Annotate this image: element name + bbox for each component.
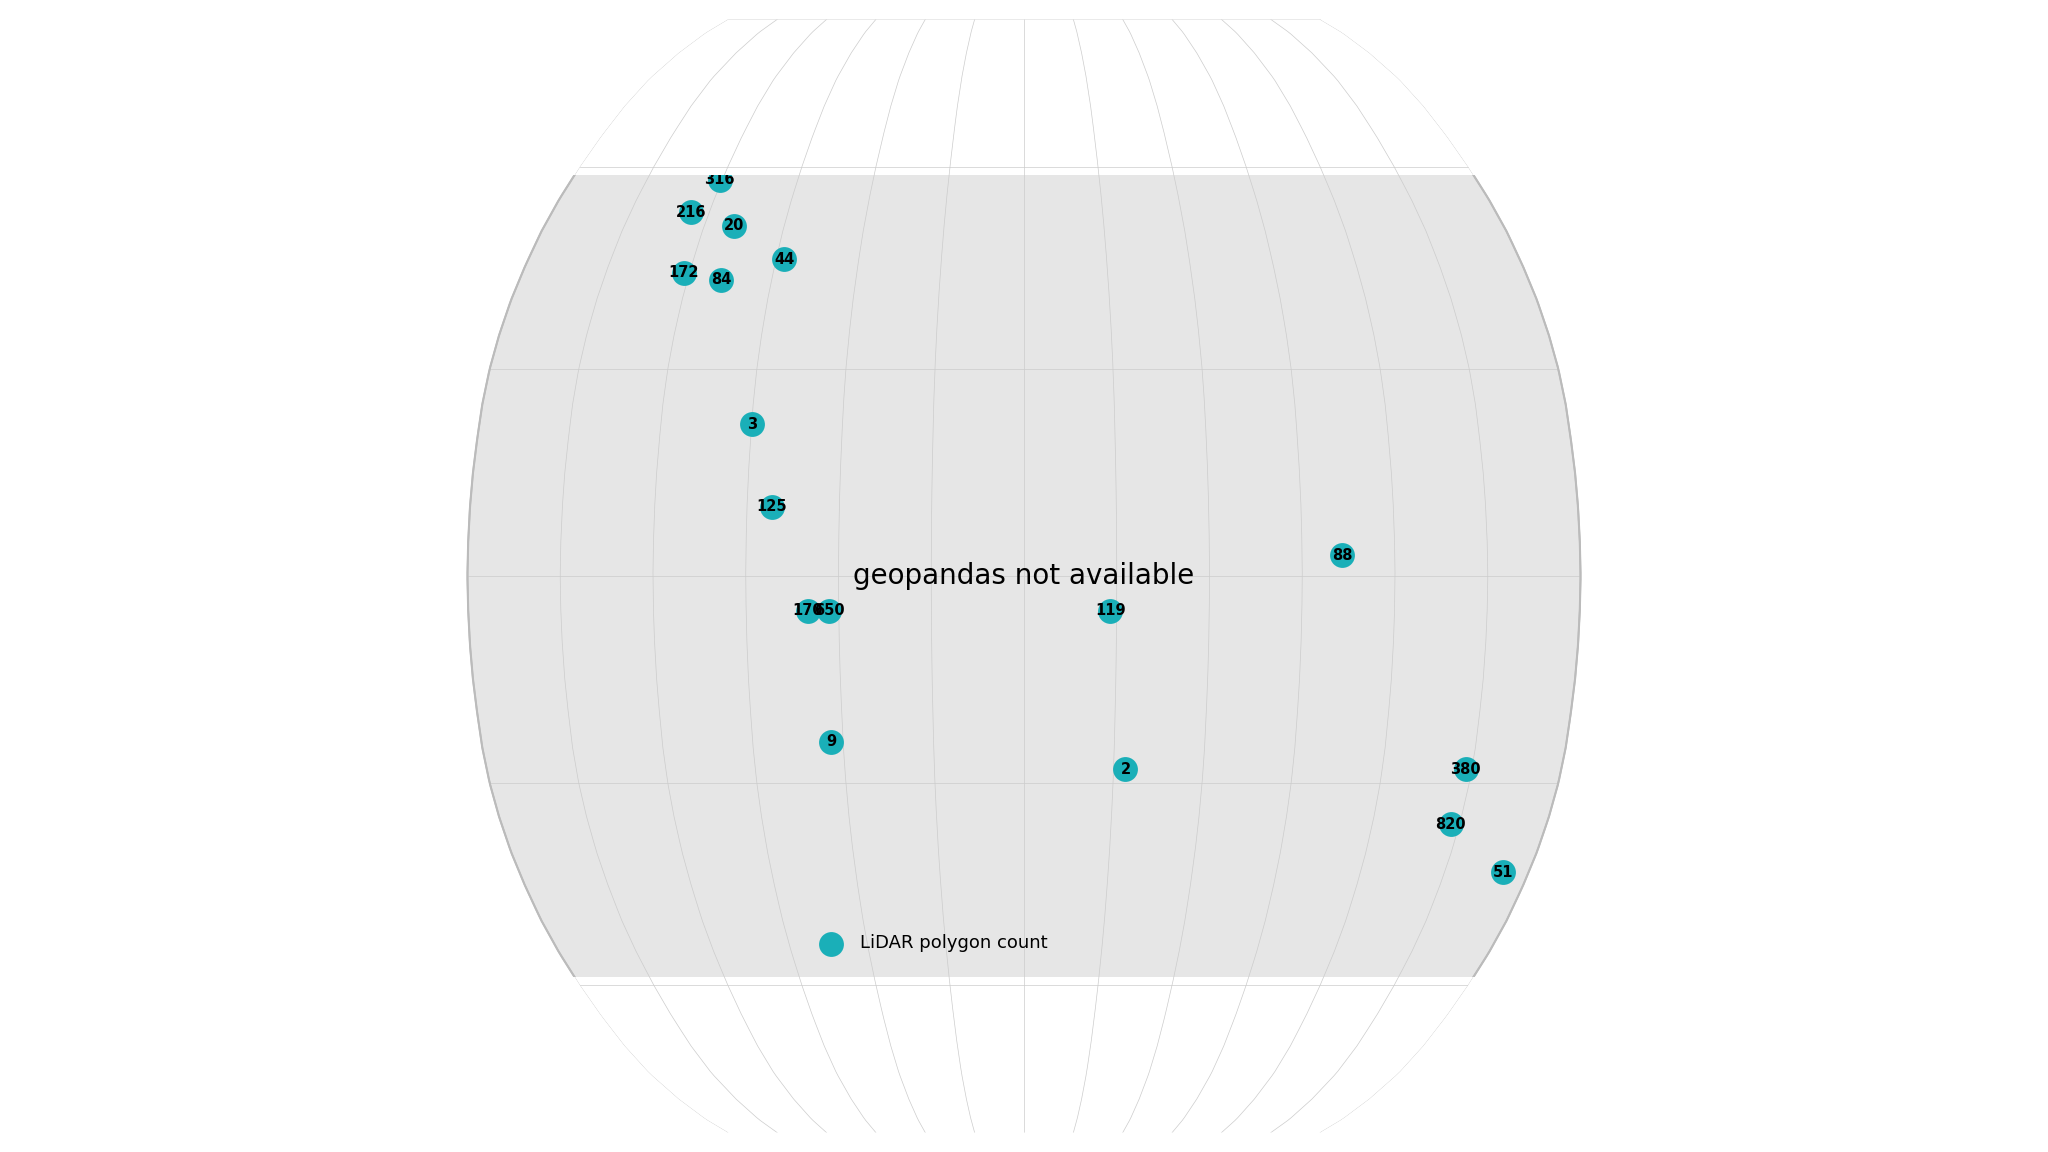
Text: 247: 247 — [674, 153, 705, 168]
Text: 84: 84 — [711, 272, 731, 287]
Point — [768, 250, 801, 268]
Point — [705, 271, 737, 289]
Text: 3: 3 — [748, 417, 758, 432]
Text: 125: 125 — [756, 500, 786, 515]
Point — [1434, 816, 1466, 834]
Point — [1450, 760, 1483, 779]
Text: 380: 380 — [1450, 761, 1481, 776]
Point — [1110, 760, 1143, 779]
Point — [756, 498, 788, 516]
Text: 820: 820 — [1436, 817, 1466, 832]
Point — [1069, 145, 1102, 164]
Point — [668, 264, 700, 282]
Point — [1145, 145, 1178, 164]
Text: 216: 216 — [676, 205, 707, 220]
Text: 1001: 1001 — [1065, 147, 1106, 162]
Point — [815, 733, 848, 751]
Text: 170: 170 — [793, 602, 823, 617]
Text: geopandas not available: geopandas not available — [854, 562, 1194, 590]
Point — [813, 601, 846, 620]
Point — [717, 217, 750, 235]
Point — [674, 203, 707, 221]
Text: 88: 88 — [1331, 548, 1352, 563]
Point — [672, 152, 705, 170]
Text: 9: 9 — [825, 734, 836, 749]
Point — [1487, 863, 1520, 881]
Text: 2: 2 — [1120, 761, 1130, 776]
Text: 316: 316 — [705, 173, 735, 188]
Text: 89: 89 — [1151, 147, 1171, 162]
Point — [702, 170, 735, 189]
Point — [735, 415, 768, 433]
PathPatch shape — [467, 20, 1581, 1132]
Text: 20: 20 — [723, 218, 743, 233]
Point — [1094, 601, 1126, 620]
Text: 44: 44 — [774, 251, 795, 267]
Legend: LiDAR polygon count: LiDAR polygon count — [807, 927, 1055, 960]
Point — [1325, 546, 1358, 564]
Text: 650: 650 — [815, 602, 844, 617]
Text: 172: 172 — [670, 265, 698, 280]
Text: 119: 119 — [1096, 602, 1126, 617]
Point — [791, 601, 823, 620]
Text: 51: 51 — [1493, 865, 1513, 880]
